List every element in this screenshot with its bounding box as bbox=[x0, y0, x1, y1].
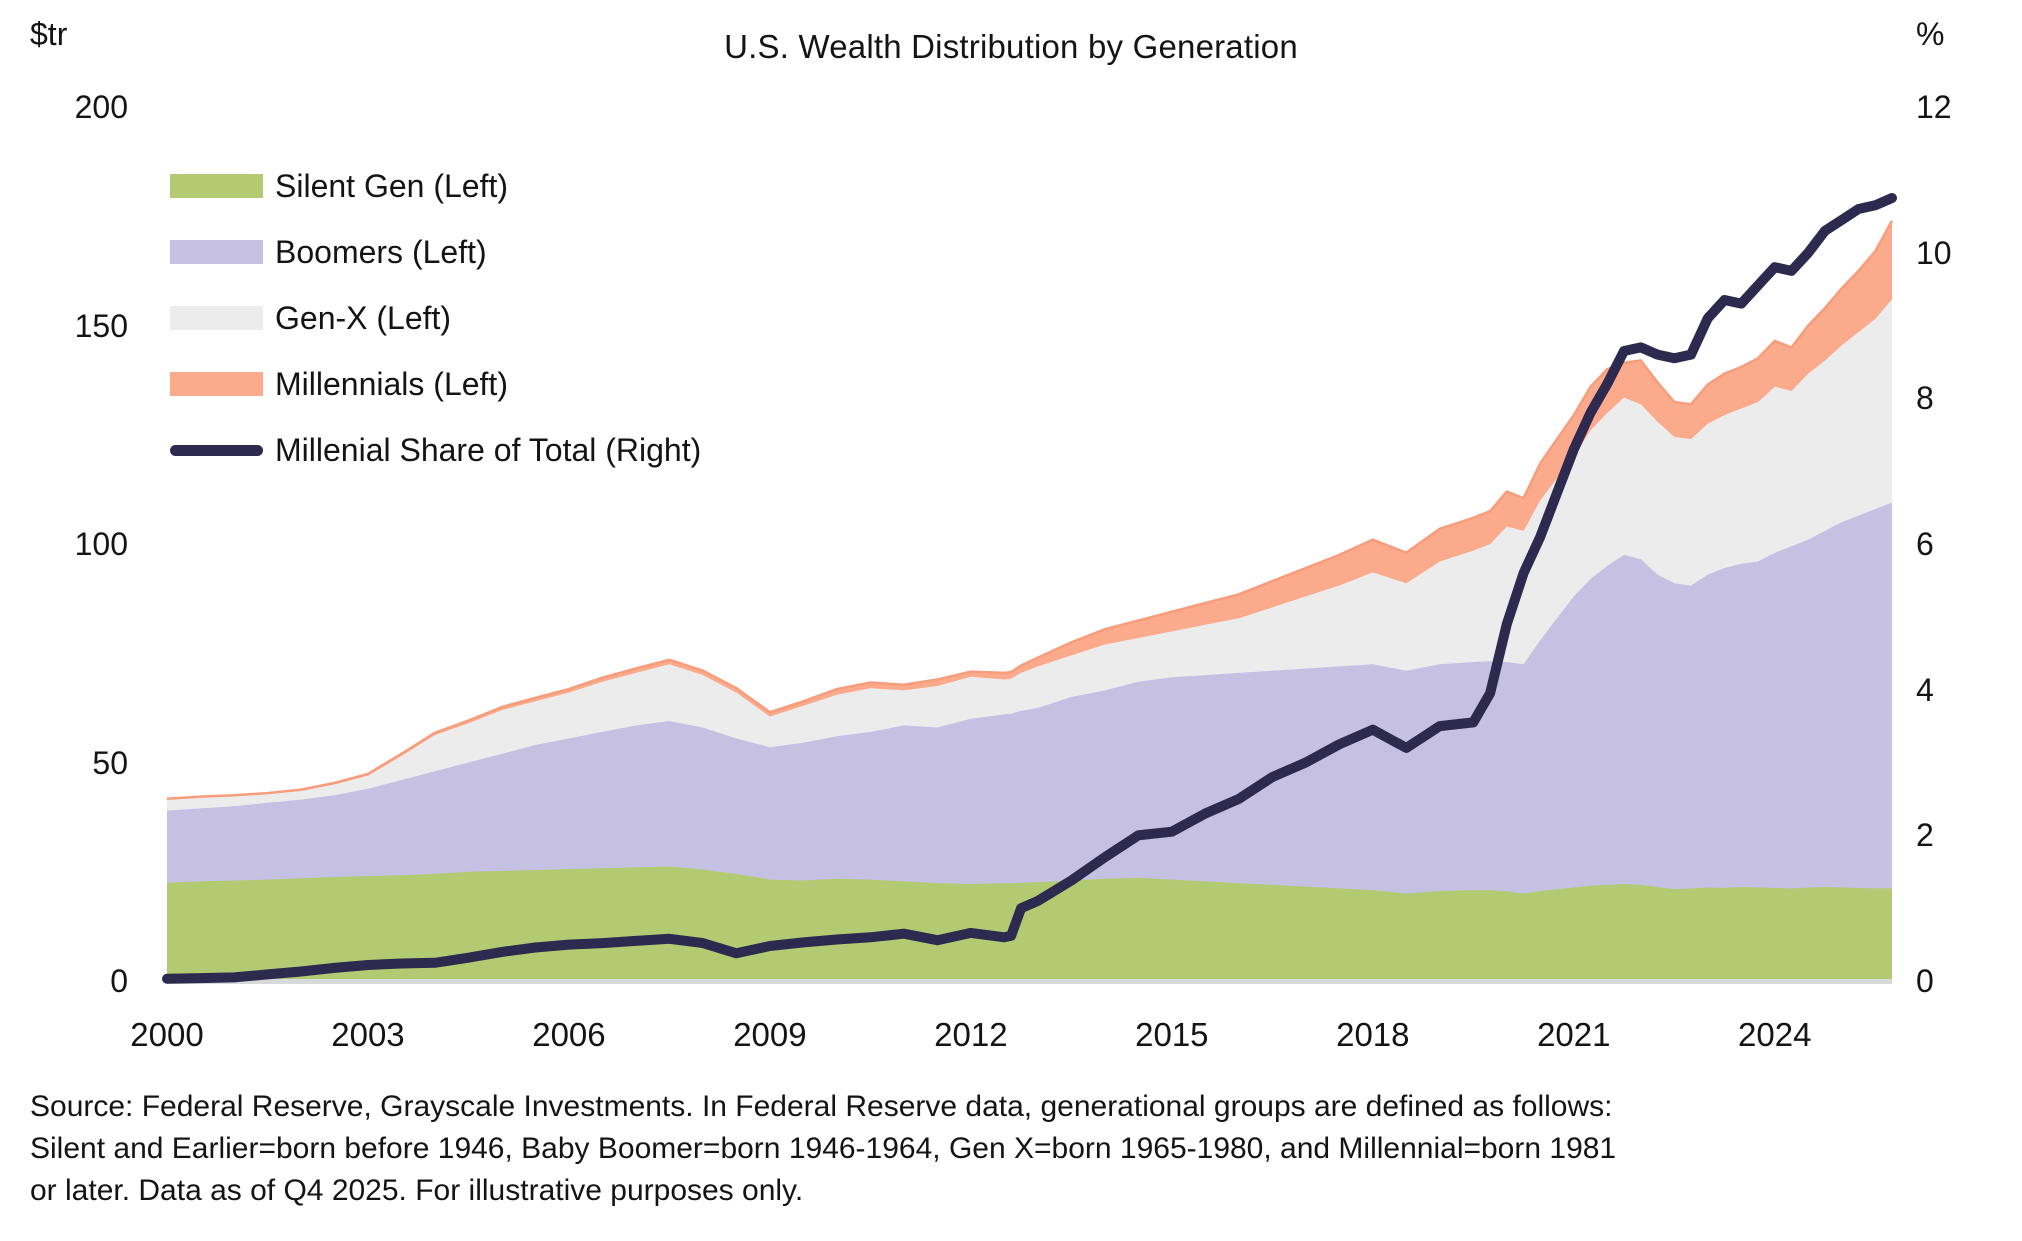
source-line: Silent and Earlier=born before 1946, Bab… bbox=[30, 1132, 1617, 1165]
x-axis-tick-label: 2024 bbox=[1738, 1016, 1812, 1053]
share-line-swatch-icon bbox=[170, 444, 263, 456]
legend-label: Silent Gen (Left) bbox=[275, 167, 508, 204]
legend-item-millennial-share: Millenial Share of Total (Right) bbox=[170, 432, 701, 468]
source-line: or later. Data as of Q4 2025. For illust… bbox=[30, 1174, 804, 1207]
source-note: Source: Federal Reserve, Grayscale Inves… bbox=[30, 1086, 2002, 1212]
boomers-area bbox=[167, 502, 1892, 981]
left-axis-tick-label: 100 bbox=[74, 526, 128, 562]
legend-item-millennials: Millennials (Left) bbox=[170, 366, 701, 402]
x-axis-tick-label: 2021 bbox=[1537, 1016, 1611, 1053]
x-axis-tick-label: 2018 bbox=[1336, 1016, 1410, 1053]
left-axis-tick-label: 50 bbox=[92, 744, 128, 781]
right-axis-tick-label: 8 bbox=[1916, 380, 1934, 417]
legend-label: Gen-X (Left) bbox=[275, 299, 452, 336]
boomers-swatch-icon bbox=[170, 240, 263, 264]
right-axis-tick-label: 2 bbox=[1916, 817, 1934, 854]
right-axis-tick-label: 4 bbox=[1916, 671, 1934, 708]
x-axis-tick-label: 2003 bbox=[331, 1016, 405, 1053]
total-top-outline bbox=[166, 220, 1894, 801]
left-axis-tick-label: 200 bbox=[74, 89, 128, 125]
right-axis-tick-label: 6 bbox=[1916, 526, 1934, 562]
x-axis-tick-label: 2009 bbox=[733, 1016, 807, 1053]
x-axis-tick-label: 2000 bbox=[130, 1016, 204, 1053]
legend-item-genx: Gen-X (Left) bbox=[170, 300, 701, 336]
millennials-swatch-icon bbox=[170, 372, 263, 396]
legend-label: Millennials (Left) bbox=[275, 365, 508, 402]
x-axis-line bbox=[167, 979, 1892, 984]
source-line: Source: Federal Reserve, Grayscale Inves… bbox=[30, 1090, 1613, 1123]
chart-legend: Silent Gen (Left) Boomers (Left) Gen-X (… bbox=[170, 168, 701, 468]
x-axis-tick-label: 2012 bbox=[934, 1016, 1008, 1053]
silent-gen-swatch-icon bbox=[170, 174, 263, 198]
genx-swatch-icon bbox=[170, 306, 263, 330]
legend-label: Millenial Share of Total (Right) bbox=[275, 431, 702, 468]
chart-title: U.S. Wealth Distribution by Generation bbox=[724, 28, 1298, 65]
legend-label: Boomers (Left) bbox=[275, 233, 487, 270]
silent-gen-area bbox=[167, 866, 1892, 981]
left-axis-tick-label: 150 bbox=[74, 307, 128, 344]
millennial-share-line bbox=[162, 193, 1897, 984]
left-axis-tick-label: 0 bbox=[110, 963, 128, 999]
x-axis-tick-label: 2006 bbox=[532, 1016, 606, 1053]
right-axis-tick-label: 10 bbox=[1916, 234, 1952, 271]
x-axis-tick-label: 2015 bbox=[1135, 1016, 1209, 1053]
legend-item-boomers: Boomers (Left) bbox=[170, 234, 701, 270]
left-axis-unit-label: $tr bbox=[30, 16, 68, 52]
right-axis-unit-label: % bbox=[1916, 16, 1945, 52]
right-axis-tick-label: 0 bbox=[1916, 963, 1934, 999]
legend-item-silent-gen: Silent Gen (Left) bbox=[170, 168, 701, 204]
right-axis-tick-label: 12 bbox=[1916, 89, 1952, 125]
